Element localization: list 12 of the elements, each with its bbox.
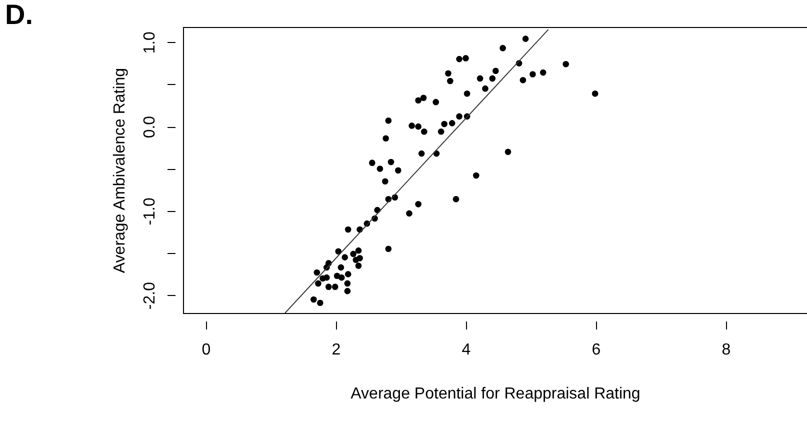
x-tick-label: 0 (202, 342, 211, 358)
y-tick-label: -2.0 (142, 282, 158, 310)
x-tick-label: 2 (332, 342, 341, 358)
y-tick-label: 0.0 (142, 116, 158, 138)
x-tick-label: 6 (592, 342, 601, 358)
y-axis-title: Average Ambivalence Rating (112, 68, 128, 274)
y-tick-label: 1.0 (142, 31, 158, 54)
x-tick-label: 4 (462, 342, 471, 358)
x-axis-title: Average Potential for Reappraisal Rating (350, 386, 640, 402)
chart-title: D. (5, 0, 33, 30)
x-tick-label: 8 (722, 342, 731, 358)
y-tick-label: -1.0 (142, 198, 158, 226)
